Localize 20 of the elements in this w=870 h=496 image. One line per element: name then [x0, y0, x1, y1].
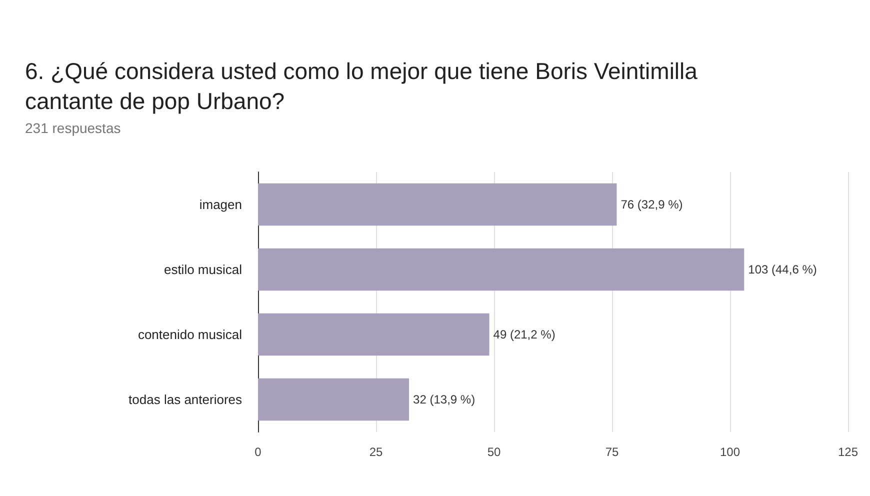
data-label: 76 (32,9 %) — [620, 198, 683, 212]
bar — [258, 313, 490, 356]
data-label: 32 (13,9 %) — [413, 392, 476, 406]
bar — [258, 248, 744, 291]
data-label: 49 (21,2 %) — [493, 328, 556, 342]
x-tick-label: 0 — [254, 445, 262, 459]
x-tick-label: 125 — [838, 445, 858, 459]
bar — [258, 378, 410, 421]
data-label: 103 (44,6 %) — [748, 262, 817, 276]
chart-title: 6. ¿Qué considera usted como lo mejor que tiene Boris Veintimilla cantante de pop Urbano? — [25, 57, 698, 116]
x-tick-label: 50 — [487, 445, 501, 459]
x-tick-label: 25 — [369, 445, 383, 459]
y-tick-label: estilo musical — [164, 262, 242, 277]
y-tick-label: todas las anteriores — [128, 392, 242, 407]
x-tick-label: 75 — [605, 445, 619, 459]
x-tick-label: 100 — [720, 445, 740, 459]
text: 231 respuestas — [25, 120, 121, 136]
y-tick-label: imagen — [199, 197, 242, 212]
bar — [258, 183, 617, 226]
y-tick-label: contenido musical — [138, 327, 242, 342]
